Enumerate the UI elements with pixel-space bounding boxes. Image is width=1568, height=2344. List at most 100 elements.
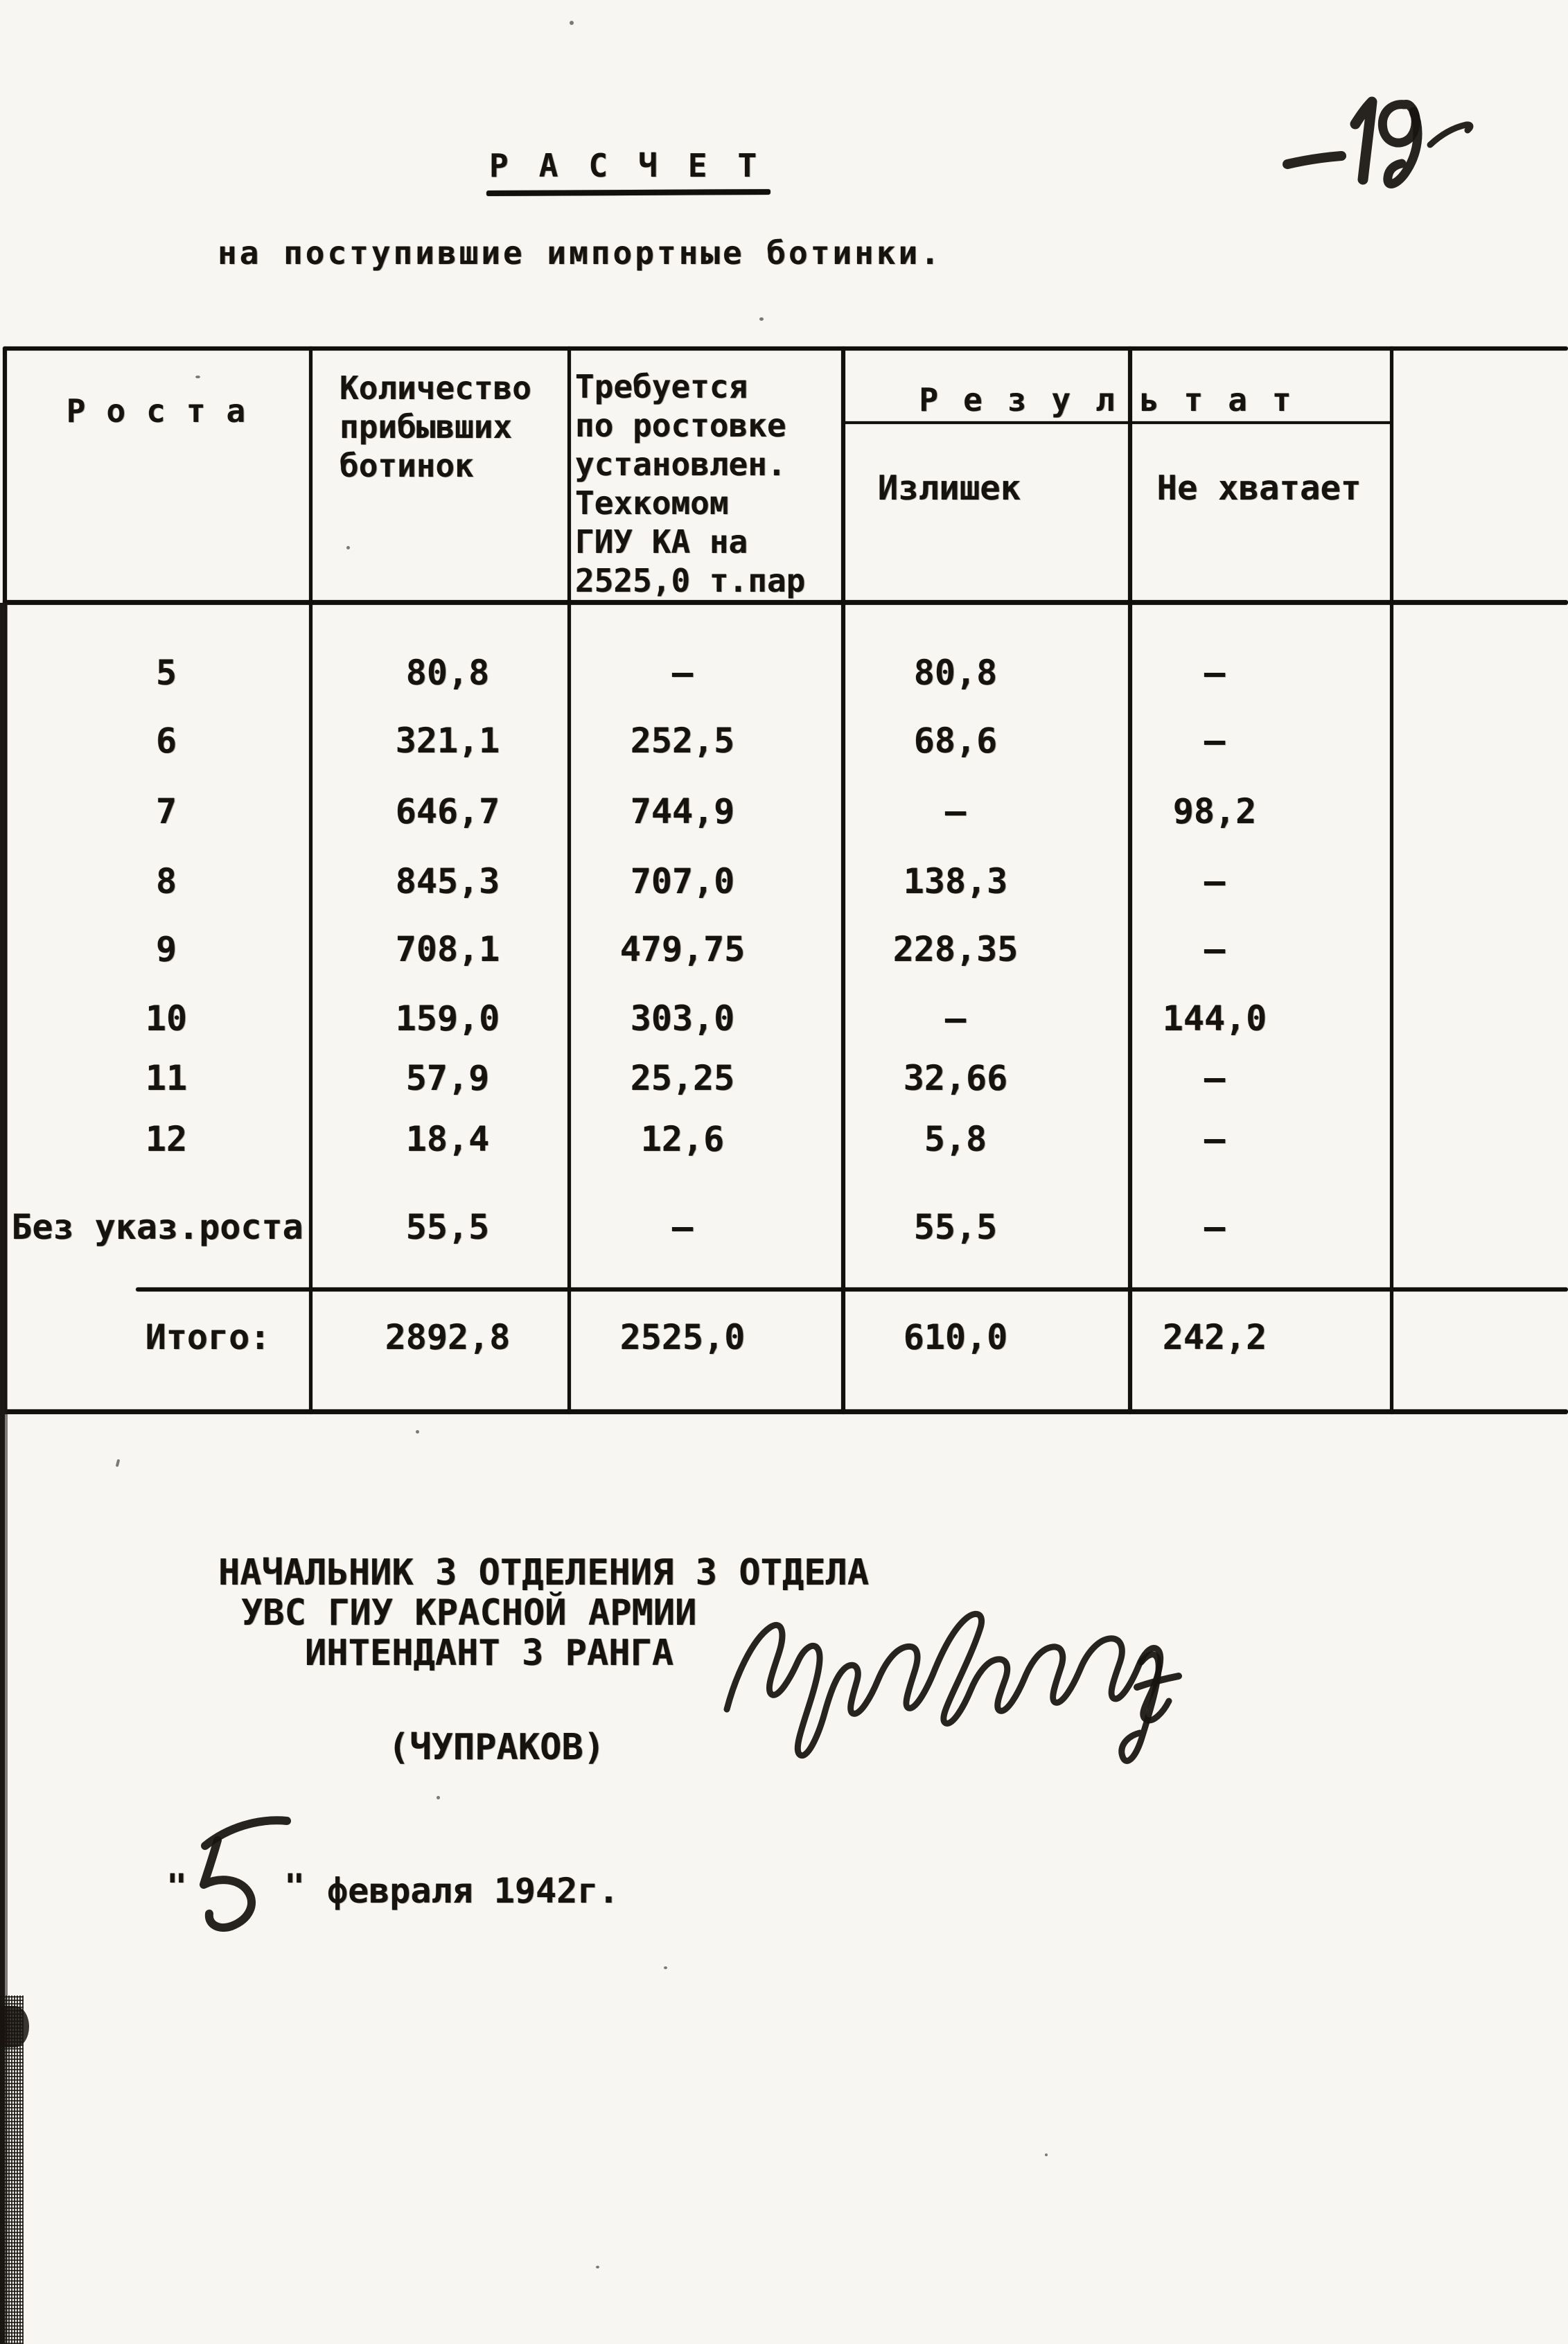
signature-title-line-2: УВС ГИУ КРАСНОЙ АРМИИ xyxy=(241,1592,697,1634)
cell-shortage: – xyxy=(1204,721,1226,761)
column-header-size: Роста xyxy=(66,392,267,430)
scan-speck xyxy=(416,1430,419,1434)
cell-required: 744,9 xyxy=(630,791,735,831)
table-divider-required-surplus xyxy=(841,346,845,1414)
date-text: февраля 1942г. xyxy=(327,1871,619,1911)
cell-required: 252,5 xyxy=(630,721,735,761)
column-header-result: Результат xyxy=(919,381,1316,418)
table-result-underline xyxy=(843,421,1393,424)
table-border-bottom xyxy=(0,1409,1568,1414)
cell-size: 11 xyxy=(145,1058,188,1098)
cell-required: 25,25 xyxy=(630,1058,735,1098)
table-row: 12 18,4 12,6 5,8 – xyxy=(0,1119,1568,1169)
cell-surplus: – xyxy=(944,998,967,1039)
cell-surplus: 68,6 xyxy=(913,721,998,761)
cell-shortage: 98,2 xyxy=(1172,791,1257,831)
cell-size: 7 xyxy=(155,791,177,831)
column-header-required: Требуется по ростовке установлен. Техком… xyxy=(575,368,806,599)
cell-quantity: 18,4 xyxy=(405,1119,490,1159)
column-header-surplus: Излишек xyxy=(877,468,1021,508)
table-border-top xyxy=(3,346,1568,351)
cell-size: 5 xyxy=(155,653,177,693)
table-row: 8 845,3 707,0 138,3 – xyxy=(0,861,1568,911)
cell-total-label: Итого: xyxy=(145,1317,271,1357)
table-row-total: Итого: 2892,8 2525,0 610,0 242,2 xyxy=(0,1317,1568,1367)
table-row: 10 159,0 303,0 – 144,0 xyxy=(0,998,1568,1048)
cell-surplus: 5,8 xyxy=(924,1119,987,1159)
scan-speck xyxy=(195,376,200,378)
table-divider-size-quantity xyxy=(309,346,312,1414)
cell-shortage: – xyxy=(1204,861,1226,901)
scan-speck xyxy=(115,1459,121,1468)
scan-gutter-blob xyxy=(0,2006,29,2047)
cell-shortage: – xyxy=(1204,929,1226,969)
cell-quantity: 321,1 xyxy=(395,721,500,761)
cell-required: – xyxy=(671,653,694,693)
cell-shortage: – xyxy=(1204,1207,1226,1247)
scan-speck xyxy=(596,2266,599,2268)
cell-surplus: 32,66 xyxy=(903,1058,1008,1098)
cell-required: – xyxy=(671,1207,694,1247)
scan-speck xyxy=(437,1796,440,1799)
cell-required: 707,0 xyxy=(630,861,735,901)
cell-total-shortage: 242,2 xyxy=(1162,1317,1267,1357)
column-header-shortage: Не хватает xyxy=(1156,468,1362,508)
cell-surplus: 55,5 xyxy=(913,1207,998,1247)
column-header-quantity: Количество прибывших ботинок xyxy=(340,369,531,484)
page-subtitle: на поступившие импортные ботинки. xyxy=(218,234,942,272)
table-row: 5 80,8 – 80,8 – xyxy=(0,653,1568,703)
signature-title-line-1: НАЧАЛЬНИК 3 ОТДЕЛЕНИЯ 3 ОТДЕЛА xyxy=(218,1552,870,1594)
table-header-bottom-border xyxy=(3,600,1568,605)
cell-quantity: 646,7 xyxy=(395,791,500,831)
table-row-no-size: Без указ.роста 55,5 – 55,5 – xyxy=(0,1207,1568,1257)
title-underline xyxy=(486,188,771,197)
cell-quantity: 159,0 xyxy=(395,998,500,1039)
cell-size: 6 xyxy=(155,721,177,761)
table-row: 6 321,1 252,5 68,6 – xyxy=(0,721,1568,770)
cell-quantity: 57,9 xyxy=(405,1058,490,1098)
cell-size: 9 xyxy=(155,929,177,969)
handwritten-signature xyxy=(723,1610,1182,1764)
cell-surplus: 138,3 xyxy=(903,861,1008,901)
cell-size: 10 xyxy=(145,998,188,1039)
table-divider-shortage-margin xyxy=(1390,346,1393,1414)
table-row: 11 57,9 25,25 32,66 – xyxy=(0,1058,1568,1108)
scan-gutter-band xyxy=(0,603,10,2344)
signature-name-typed: (ЧУПРАКОВ) xyxy=(388,1727,606,1768)
scan-speck xyxy=(1045,2153,1048,2156)
cell-required: 12,6 xyxy=(640,1119,725,1159)
cell-total-surplus: 610,0 xyxy=(903,1317,1008,1357)
table-divider-surplus-shortage xyxy=(1128,346,1132,1414)
signature-title-line-3: ИНТЕНДАНТ 3 РАНГА xyxy=(305,1632,674,1674)
date-close-quote: " xyxy=(284,1867,306,1907)
table-row: 9 708,1 479,75 228,35 – xyxy=(0,929,1568,979)
table-row: 7 646,7 744,9 – 98,2 xyxy=(0,791,1568,841)
cell-shortage: – xyxy=(1204,1119,1226,1159)
cell-size: 8 xyxy=(155,861,177,901)
cell-quantity: 80,8 xyxy=(405,653,490,693)
cell-size: 12 xyxy=(145,1119,188,1159)
scan-speck xyxy=(570,21,574,25)
cell-shortage: – xyxy=(1204,1058,1226,1098)
cell-surplus: 80,8 xyxy=(913,653,998,693)
page-title: РАСЧЕТ xyxy=(489,147,788,184)
cell-size: Без указ.роста xyxy=(11,1207,303,1247)
cell-total-quantity: 2892,8 xyxy=(385,1317,511,1357)
cell-shortage: – xyxy=(1204,653,1226,693)
cell-required: 303,0 xyxy=(630,998,735,1039)
scan-speck xyxy=(759,317,764,321)
cell-total-required: 2525,0 xyxy=(619,1317,746,1357)
scan-speck xyxy=(664,1966,667,1969)
cell-surplus: 228,35 xyxy=(892,929,1019,969)
cell-surplus: – xyxy=(944,791,967,831)
date-open-quote: " xyxy=(166,1867,188,1907)
cell-quantity: 845,3 xyxy=(395,861,500,901)
handwritten-page-number xyxy=(1283,96,1474,188)
cell-quantity: 708,1 xyxy=(395,929,500,969)
scan-gutter-speckle xyxy=(0,1995,24,2344)
cell-required: 479,75 xyxy=(619,929,746,969)
scan-speck xyxy=(346,546,350,549)
cell-shortage: 144,0 xyxy=(1162,998,1267,1039)
cell-quantity: 55,5 xyxy=(405,1207,490,1247)
